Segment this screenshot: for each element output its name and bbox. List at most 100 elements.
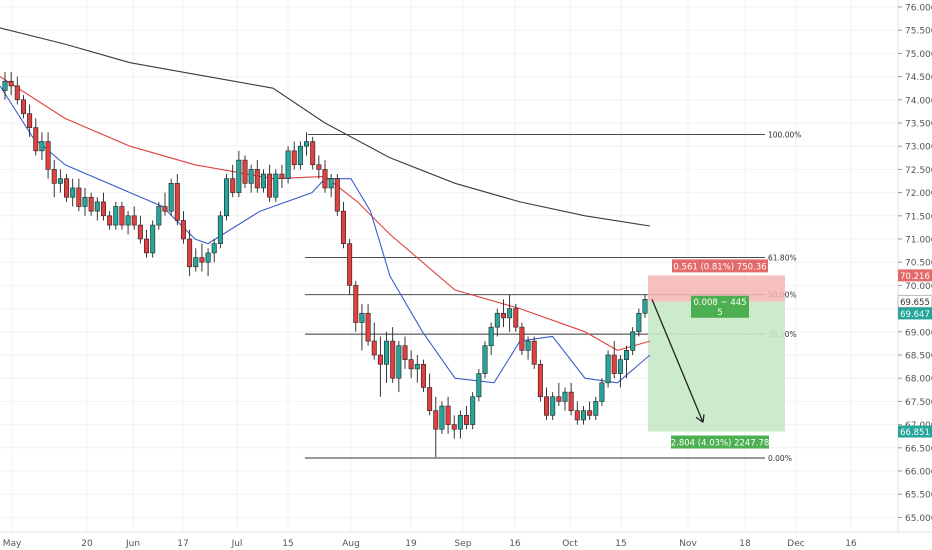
price-tick-label: 75.500	[905, 27, 932, 37]
candle-down	[402, 345, 408, 360]
candle-up	[488, 326, 494, 347]
candle-up	[593, 401, 599, 416]
candle-up	[328, 178, 334, 189]
candle-down	[574, 410, 580, 421]
candle-up	[156, 206, 162, 226]
candle-down	[544, 396, 550, 416]
candle-down	[230, 178, 236, 193]
price-tick-label: 73.000	[905, 143, 932, 153]
candle-down	[531, 340, 537, 365]
candle-down	[611, 354, 617, 374]
candle-down	[88, 196, 94, 212]
candle-down	[27, 113, 33, 128]
candle-down	[445, 405, 451, 425]
candle-down	[187, 238, 193, 268]
candle-down	[519, 326, 525, 351]
price-tick-label: 72.500	[905, 166, 932, 176]
projection-arrow	[651, 299, 705, 423]
candle-down	[587, 410, 593, 416]
price-tick-label: 65.000	[905, 514, 932, 524]
candles	[2, 71, 648, 458]
candle-up	[297, 145, 303, 166]
price-tick-label: 73.500	[905, 120, 932, 130]
price-tick-label: 66.500	[905, 444, 932, 454]
candle-up	[384, 340, 390, 365]
price-tick-label: 74.000	[905, 96, 932, 106]
price-tag-box	[898, 425, 932, 438]
candle-up	[150, 224, 156, 254]
time-tick-label: 16	[509, 539, 521, 549]
arrow-head	[695, 414, 705, 423]
candle-up	[236, 159, 242, 193]
candle-down	[8, 80, 14, 87]
candle-down	[76, 187, 82, 207]
price-tick-label: 72.000	[905, 189, 932, 199]
candle-down	[279, 173, 285, 179]
candle-down	[365, 312, 371, 342]
candle-down	[45, 141, 51, 170]
candle-up	[414, 363, 420, 370]
candle-up	[285, 150, 291, 179]
candle-down	[310, 141, 316, 166]
price-tag-text: 69.647	[900, 310, 930, 320]
candle-up	[494, 312, 500, 328]
candle-up	[457, 415, 463, 430]
price-tick-label: 75.000	[905, 50, 932, 60]
price-tick-label: 76.000	[905, 4, 932, 14]
price-axis[interactable]: 76.000 75.500 75.000 74.500 74.000 73.500 73.0…	[897, 4, 932, 524]
candle-down	[347, 243, 353, 286]
candle-up	[482, 345, 488, 374]
candle-down	[451, 424, 457, 430]
price-tick-label: 70.000	[905, 282, 932, 292]
price-tick-label: 71.500	[905, 212, 932, 222]
time-axis[interactable]: May 20 Jun 17 Jul 15 Aug 19 Sep 16 Oct 15 Nov 18 Dec 16	[3, 539, 857, 549]
candle-up	[94, 201, 100, 212]
price-tag-box	[898, 269, 932, 282]
candle-up	[470, 396, 476, 425]
stop-label-box	[672, 259, 768, 273]
candle-up	[642, 299, 648, 314]
candle-down	[408, 359, 414, 370]
candle-down	[14, 85, 20, 101]
price-tick-label: 71.000	[905, 236, 932, 246]
candle-up	[224, 178, 230, 217]
candle-up	[168, 183, 174, 212]
candle-up	[525, 340, 531, 351]
candle-down	[107, 215, 113, 226]
candle-up	[125, 215, 131, 226]
candle-down	[64, 178, 70, 198]
candle-up	[193, 257, 199, 268]
candle-up	[248, 169, 254, 184]
entry-label-box	[691, 295, 749, 318]
candle-up	[605, 354, 611, 384]
time-tick-label: 15	[282, 539, 293, 549]
moving-averages	[0, 27, 651, 384]
time-tick-label: Jul	[231, 539, 243, 549]
entry-label-line2: 5	[717, 308, 722, 318]
candle-down	[180, 220, 186, 240]
candle-up	[624, 350, 630, 360]
arrow-shaft	[651, 299, 704, 423]
price-tag-text: 70.216	[900, 272, 930, 282]
price-tick-label: 65.500	[905, 491, 932, 501]
candle-up	[70, 187, 76, 198]
candle-down	[144, 238, 150, 254]
price-tick-label: 70.500	[905, 259, 932, 269]
candle-down	[340, 210, 346, 244]
entry-label-line1: 0.008 ~ 445	[693, 298, 746, 308]
candle-up	[580, 410, 586, 421]
candle-down	[267, 173, 273, 198]
time-tick-label: Aug	[342, 539, 360, 549]
time-tick-label: Sep	[455, 539, 472, 549]
time-tick-label: Dec	[787, 539, 804, 549]
candle-up	[39, 141, 45, 152]
time-tick-label: Nov	[679, 539, 697, 549]
candle-down	[537, 363, 543, 398]
candle-up	[476, 373, 482, 398]
candle-down	[353, 285, 359, 323]
candle-up	[507, 308, 513, 319]
time-tick-label: 19	[405, 539, 417, 549]
candle-up	[260, 173, 266, 189]
stop-label-text: 0.561 (0.81%) 750.36	[673, 262, 766, 272]
candle-up	[562, 391, 568, 402]
